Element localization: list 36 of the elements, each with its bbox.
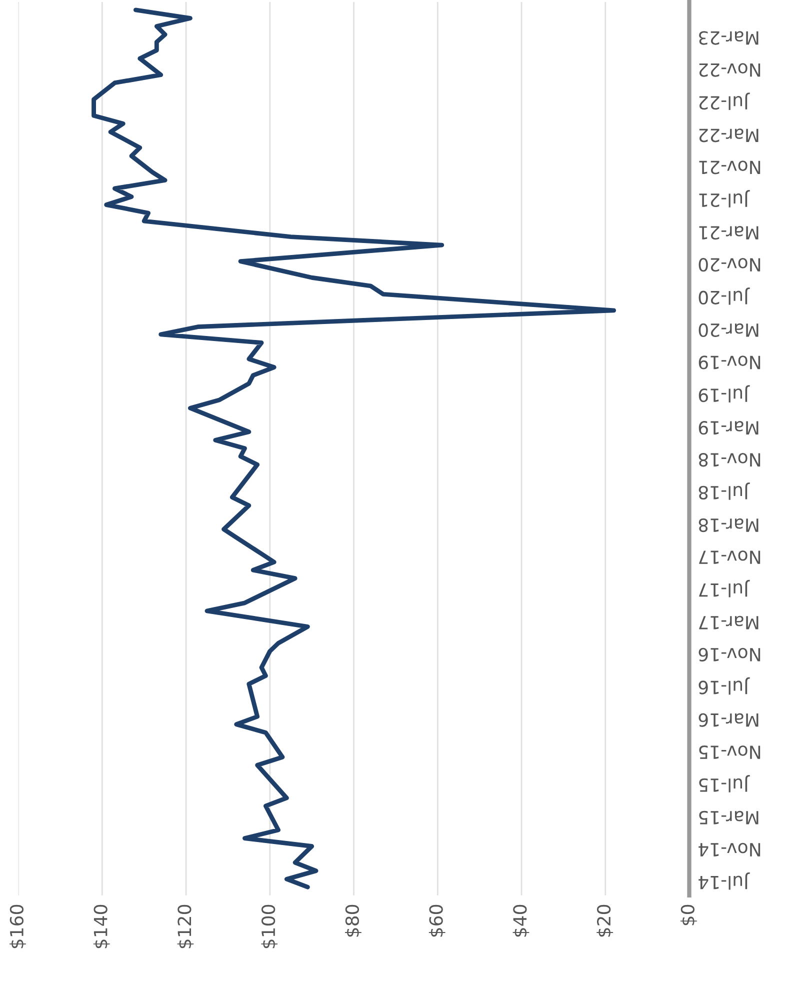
x-tick-label: $40 (512, 904, 530, 937)
y-tick-label: Nov-14 (698, 842, 760, 856)
y-tick-label: Nov-16 (698, 648, 760, 662)
y-tick-label: Nov-21 (699, 160, 760, 174)
y-tick-label: Jul-17 (699, 580, 750, 598)
y-tick-label: Nov-19 (698, 356, 760, 370)
x-tick-label: $120 (177, 904, 194, 948)
x-tick-label: $0 (680, 904, 697, 926)
y-tick-label: Jul-16 (698, 677, 750, 695)
y-tick-label: Jul-20 (698, 287, 750, 305)
y-tick-label: Mar-22 (699, 128, 758, 142)
y-tick-label: Jul-18 (698, 482, 750, 500)
y-tick-label: Nov-20 (698, 258, 760, 272)
y-tick-label: Jul-19 (698, 385, 750, 402)
y-tick-label: Mar-19 (698, 421, 758, 435)
y-tick-label: Mar-23 (699, 31, 758, 45)
y-tick-label: Nov-18 (698, 453, 760, 467)
y-tick-label: Mar-20 (698, 323, 758, 338)
y-tick-label: Mar-18 (698, 518, 758, 532)
y-tick-label: Jul-14 (698, 872, 750, 890)
y-tick-label: Jul-15 (699, 774, 750, 792)
x-tick-label: $160 (10, 904, 26, 948)
y-tick-label: Mar-16 (698, 713, 758, 727)
x-tick-label: $140 (93, 904, 110, 948)
y-tick-label: Nov-22 (699, 63, 760, 77)
y-tick-label: Nov-17 (699, 550, 760, 564)
y-tick-label: Mar-17 (699, 616, 758, 630)
x-tick-label: $80 (345, 904, 362, 937)
y-tick-label: Jul-22 (699, 92, 750, 110)
y-tick-label: Jul-21 (699, 190, 750, 208)
y-tick-label: Mar-21 (699, 226, 758, 240)
x-tick-label: $20 (596, 904, 614, 937)
x-tick-label: $60 (428, 904, 446, 937)
y-tick-label: Mar-15 (699, 810, 758, 824)
y-tick-label: Nov-15 (699, 746, 760, 759)
x-tick-label: $100 (261, 904, 278, 948)
